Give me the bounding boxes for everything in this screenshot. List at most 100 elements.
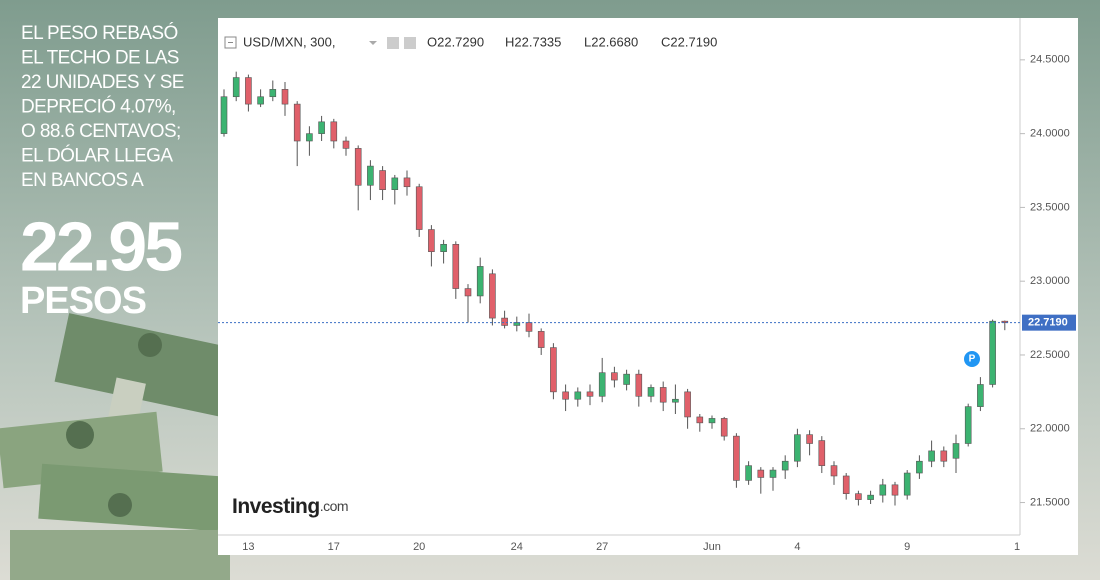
brand-name: Investing <box>232 495 320 518</box>
candle-body <box>696 416 704 424</box>
high-label: H22.7335 <box>505 34 561 49</box>
candle-body <box>952 443 960 459</box>
candle-body <box>879 484 887 496</box>
candle-body <box>806 434 813 444</box>
collapse-icon[interactable] <box>224 36 237 49</box>
x-tick-label: 4 <box>794 541 800 553</box>
y-tick-label: 21.5000 <box>1030 496 1070 508</box>
candle-body <box>977 384 984 407</box>
x-tick-label: Jun <box>703 541 721 553</box>
x-tick-label: 9 <box>904 541 910 553</box>
candle-body <box>464 288 472 297</box>
candle-body <box>720 418 728 437</box>
money-stacks <box>0 313 236 580</box>
candle-body <box>391 177 399 190</box>
y-tick-label: 22.5000 <box>1030 349 1070 361</box>
candle-body <box>403 177 411 188</box>
candle-body <box>757 469 765 478</box>
candle-body <box>745 465 752 481</box>
candle-body <box>818 440 826 466</box>
candle-body <box>989 320 996 385</box>
x-tick-label: 24 <box>511 541 523 553</box>
candle-body <box>733 435 740 481</box>
candle-body <box>489 273 496 319</box>
candle-body <box>367 165 374 186</box>
headline-line: 22 UNIDADES Y SE <box>21 72 184 93</box>
y-tick-label: 23.5000 <box>1030 201 1070 213</box>
candle-body <box>781 460 789 471</box>
headline-line: EL PESO REBASÓ <box>21 22 178 44</box>
headline-line: DEPRECIÓ 4.07%, <box>21 96 176 118</box>
candle-body <box>769 469 777 478</box>
x-tick-label: 13 <box>242 541 254 553</box>
candle-body <box>452 243 460 289</box>
candle-body <box>232 77 240 98</box>
candle-body <box>940 450 948 462</box>
candle-body <box>513 322 521 326</box>
y-tick-label: 24.5000 <box>1030 54 1070 66</box>
candle-body <box>647 387 655 397</box>
close-label: C22.7190 <box>661 34 717 49</box>
candle-body <box>855 493 862 500</box>
x-tick-label: 1 <box>1014 541 1020 553</box>
settings-icon[interactable] <box>387 37 399 49</box>
candle-body <box>916 460 923 474</box>
headline-unit: PESOS <box>20 280 146 322</box>
candle-body <box>342 140 350 149</box>
candle-body <box>586 391 594 397</box>
candle-body <box>293 103 301 142</box>
brand-suffix: .com <box>320 498 348 514</box>
candle-body <box>635 373 643 397</box>
candle-body <box>611 372 618 381</box>
candle-body <box>330 121 338 142</box>
candle-body <box>525 322 533 332</box>
y-tick-label: 24.0000 <box>1030 128 1070 140</box>
chart-panel <box>218 18 1078 555</box>
candle-body <box>708 418 716 424</box>
headline-price: 22.95 <box>20 207 181 285</box>
event-marker-label: P <box>969 354 976 365</box>
candle-body <box>574 391 582 400</box>
candle-body <box>501 317 508 326</box>
candle-body <box>903 472 911 496</box>
candle-body <box>964 406 972 444</box>
candle-body <box>867 494 874 500</box>
candle-body <box>623 373 630 385</box>
candle-body <box>281 89 289 105</box>
candle-body <box>830 465 838 477</box>
candle-body <box>440 243 447 252</box>
candle-body <box>245 77 252 105</box>
headline-line: EL DÓLAR LLEGA <box>21 145 173 167</box>
candle-body <box>891 484 899 496</box>
candle-body <box>1001 320 1009 323</box>
low-label: L22.6680 <box>584 34 638 49</box>
candle-body <box>257 96 264 105</box>
candle-body <box>537 331 545 348</box>
headline-line: EL TECHO DE LAS <box>21 48 179 69</box>
last-price-box <box>1022 314 1076 331</box>
dropdown-caret[interactable] <box>369 41 377 45</box>
candle-body <box>354 148 362 186</box>
headline-line: EN BANCOS A <box>21 170 144 191</box>
candle-body <box>550 347 557 393</box>
candle-body <box>415 186 423 230</box>
candle-body <box>684 391 691 418</box>
event-marker[interactable] <box>964 351 980 367</box>
candle-body <box>562 391 569 400</box>
candle-body <box>269 89 277 98</box>
x-tick-label: 17 <box>328 541 340 553</box>
candle-body <box>598 372 606 397</box>
x-tick-label: 20 <box>413 541 425 553</box>
brand: Investing.com <box>232 495 348 518</box>
candle-body <box>428 229 435 252</box>
candle-body <box>928 450 935 462</box>
candle-body <box>306 133 313 142</box>
symbol: USD/MXN, 300, <box>243 34 335 49</box>
source-icon[interactable] <box>404 37 416 49</box>
candle-body <box>476 266 484 297</box>
candle-body <box>842 475 850 494</box>
y-tick-label: 23.0000 <box>1030 275 1070 287</box>
headline: EL PESO REBASÓ EL TECHO DE LAS 22 UNIDADES… <box>21 22 184 191</box>
